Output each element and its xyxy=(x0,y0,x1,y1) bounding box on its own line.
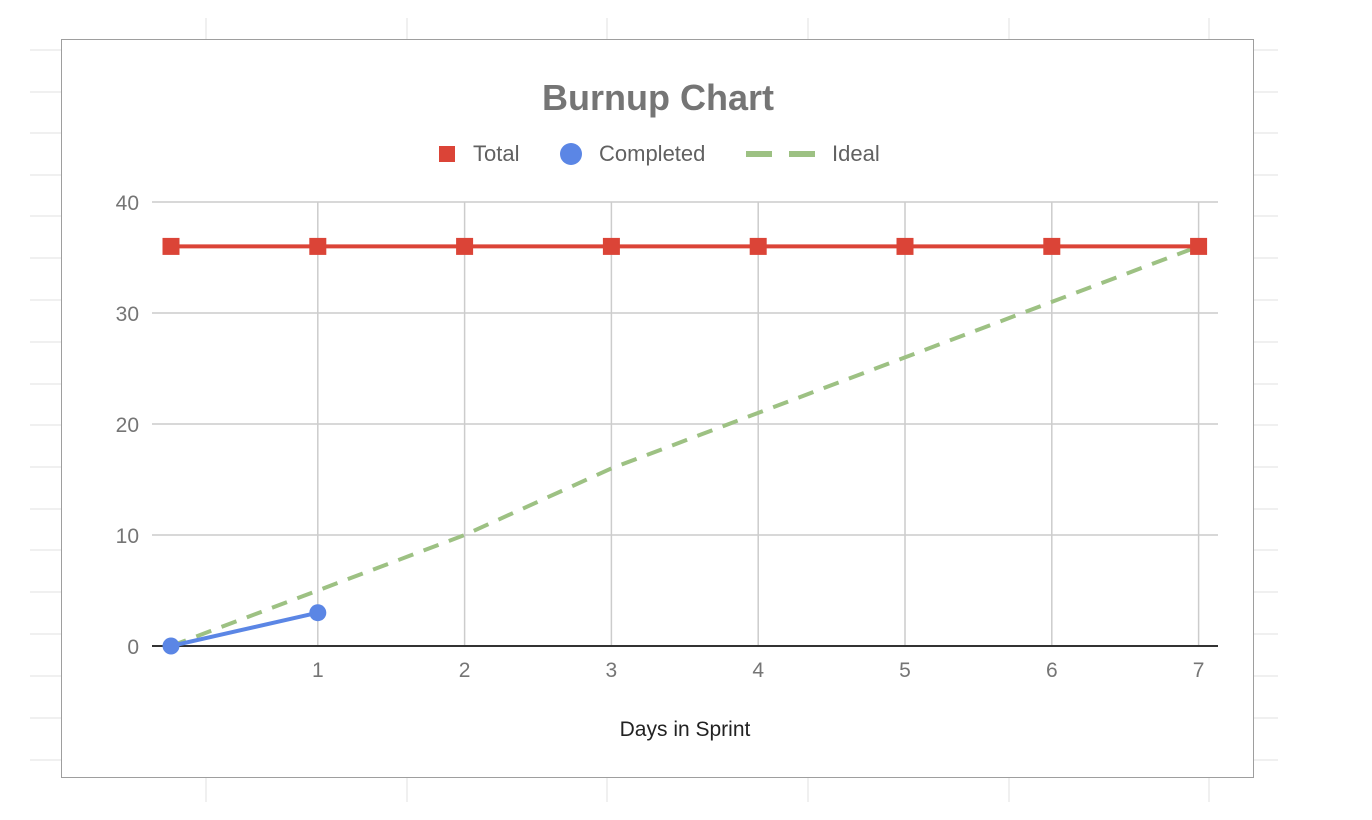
x-axis-title: Days in Sprint xyxy=(620,718,751,741)
legend-total-label: Total xyxy=(473,141,519,166)
data-point-total[interactable] xyxy=(602,237,620,255)
x-tick-label: 3 xyxy=(606,659,618,682)
chart-svg: 0 10 20 30 40 1 2 3 4 5 6 7 Burnup Chart Total Comp… xyxy=(116,77,1218,741)
legend-completed-swatch xyxy=(560,143,582,165)
legend-ideal-label: Ideal xyxy=(832,141,880,166)
legend-total-swatch xyxy=(439,146,455,162)
x-tick-label: 4 xyxy=(752,659,764,682)
y-tick-label: 10 xyxy=(116,525,139,548)
data-point-total[interactable] xyxy=(309,237,327,255)
y-tick-label: 0 xyxy=(127,636,139,659)
legend-completed-label: Completed xyxy=(599,141,705,166)
data-point-total[interactable] xyxy=(456,237,474,255)
series-line-ideal xyxy=(170,244,1200,648)
x-tick-label: 6 xyxy=(1046,659,1058,682)
data-point-completed[interactable] xyxy=(162,637,180,655)
data-point-total[interactable] xyxy=(749,237,767,255)
data-point-total[interactable] xyxy=(1043,237,1061,255)
x-tick-label: 1 xyxy=(312,659,324,682)
data-point-total[interactable] xyxy=(162,237,180,255)
x-tick-label: 5 xyxy=(899,659,911,682)
y-tick-label: 40 xyxy=(116,192,139,215)
chart-container[interactable]: 0 10 20 30 40 1 2 3 4 5 6 7 Burnup Chart Total Comp… xyxy=(61,39,1254,778)
x-tick-label: 2 xyxy=(459,659,471,682)
data-point-completed[interactable] xyxy=(309,604,327,622)
chart-title: Burnup Chart xyxy=(542,77,774,118)
data-point-total[interactable] xyxy=(1190,237,1208,255)
legend: Total Completed Ideal xyxy=(439,141,880,166)
gridlines xyxy=(152,201,1218,647)
x-tick-label: 7 xyxy=(1193,659,1205,682)
series-line-completed xyxy=(170,610,319,648)
data-point-total[interactable] xyxy=(896,237,914,255)
y-tick-label: 20 xyxy=(116,414,139,437)
series-layer xyxy=(162,237,1208,655)
y-tick-label: 30 xyxy=(116,303,139,326)
tick-labels: 0 10 20 30 40 1 2 3 4 5 6 7 xyxy=(116,192,1205,682)
